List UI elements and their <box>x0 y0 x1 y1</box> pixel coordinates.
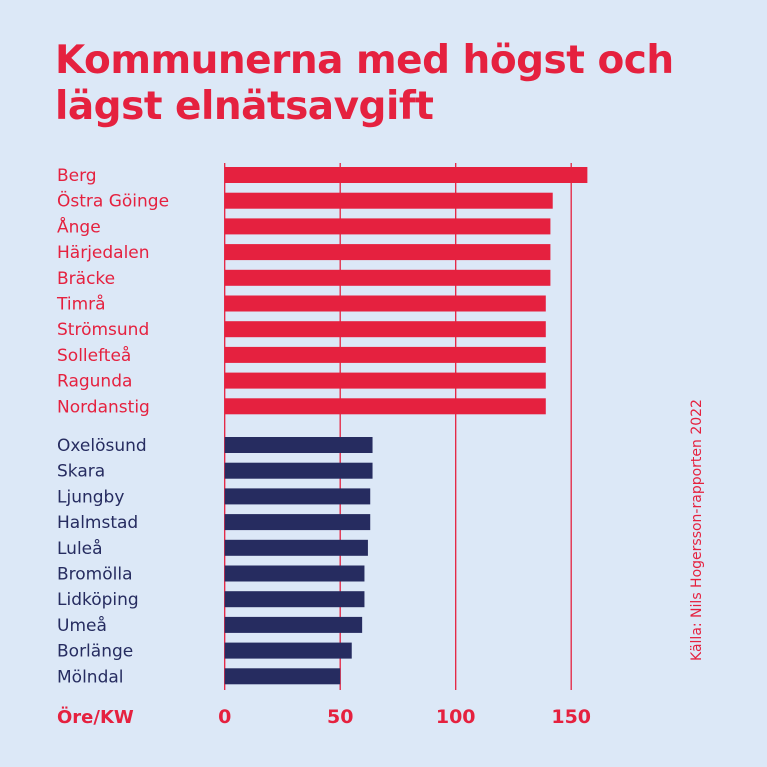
bar <box>224 372 546 389</box>
bar <box>224 591 365 608</box>
category-label: Luleå <box>57 538 103 559</box>
category-label: Mölndal <box>57 667 124 687</box>
category-label: Östra Göinge <box>57 190 169 212</box>
bar <box>224 668 341 685</box>
category-label: Strömsund <box>57 320 149 340</box>
category-label: Bromölla <box>57 565 133 585</box>
category-label: Ljungby <box>57 487 124 507</box>
bar <box>224 565 365 582</box>
category-label: Timrå <box>56 294 106 315</box>
bar <box>224 437 373 453</box>
bar <box>224 321 546 338</box>
bar <box>224 192 553 209</box>
category-label: Ragunda <box>57 372 132 392</box>
category-label: Bräcke <box>57 269 115 289</box>
category-label: Nordanstig <box>57 397 150 417</box>
x-tick-label: 50 <box>327 706 353 728</box>
bar <box>224 642 352 659</box>
bar <box>224 514 371 531</box>
bar <box>224 346 546 363</box>
category-label: Härjedalen <box>57 243 150 263</box>
category-label: Ånge <box>57 215 101 237</box>
category-label: Borlänge <box>57 642 133 662</box>
bar <box>224 539 368 556</box>
bar <box>224 244 551 261</box>
category-label: Oxelösund <box>57 436 147 456</box>
bar <box>224 269 551 286</box>
bar <box>224 398 546 415</box>
x-tick-label: 100 <box>436 706 476 728</box>
category-label: Halmstad <box>57 513 138 533</box>
category-label: Sollefteå <box>57 345 131 366</box>
category-label: Umeå <box>57 615 107 636</box>
bar <box>224 295 546 312</box>
bar <box>224 462 373 479</box>
x-tick-label: 0 <box>218 706 231 728</box>
category-label: Skara <box>57 462 105 482</box>
chart-title: Kommunerna med högst och lägst elnätsavg… <box>55 38 674 129</box>
category-label: Lidköping <box>57 590 139 610</box>
bar <box>224 488 371 505</box>
x-tick-label: 150 <box>551 706 591 728</box>
x-axis-label: Öre/KW <box>57 706 134 728</box>
category-label: Berg <box>57 166 97 186</box>
bar <box>224 218 551 235</box>
bar <box>224 167 588 183</box>
bar <box>224 616 363 633</box>
source-note: Källa: Nils Hogersson-rapporten 2022 <box>689 399 705 661</box>
